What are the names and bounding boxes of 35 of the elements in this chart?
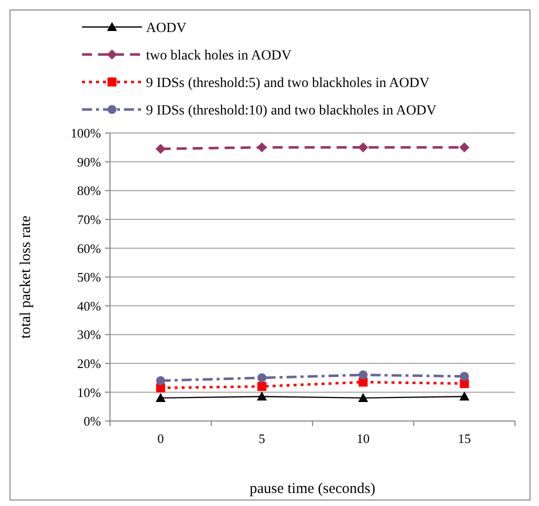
x-tick-label: 5 — [258, 431, 266, 446]
legend-label: AODV — [146, 20, 186, 36]
point — [156, 392, 166, 402]
point — [256, 392, 267, 401]
y-tick-label: 0% — [84, 414, 102, 429]
point — [257, 373, 266, 382]
point — [256, 142, 267, 152]
legend-label: 9 IDSs (threshold:5) and two blackholes in AODV — [146, 76, 430, 91]
point — [156, 144, 166, 154]
point — [460, 372, 469, 381]
y-tick-label: 100% — [70, 126, 102, 141]
y-tick-label: 90% — [77, 154, 102, 170]
y-tick-label: 60% — [77, 240, 102, 256]
point — [459, 142, 470, 152]
y-tick-label: 20% — [77, 356, 102, 371]
point — [257, 382, 266, 391]
x-tick-label: 10 — [356, 431, 370, 446]
x-tick-label: 15 — [458, 431, 471, 446]
legend-label: 9 IDSs (threshold:10) and two blackholes in AODV — [146, 103, 436, 118]
point — [358, 142, 368, 152]
point — [358, 370, 368, 380]
y-axis-title: total packet loss rate — [18, 215, 34, 338]
y-tick-label: 80% — [77, 183, 102, 198]
x-axis-title: pause time (seconds) — [250, 481, 376, 497]
point — [156, 383, 166, 392]
point — [358, 392, 368, 402]
legend-label: two black holes in AODV — [146, 48, 292, 64]
y-tick-label: 70% — [77, 212, 102, 227]
y-tick-label: 50% — [77, 270, 102, 285]
y-tick-label: 30% — [77, 327, 102, 342]
point — [156, 376, 166, 386]
point — [459, 392, 470, 401]
x-tick-label: 0 — [157, 431, 164, 446]
y-tick-label: 10% — [77, 384, 102, 400]
y-tick-label: 40% — [77, 298, 102, 314]
